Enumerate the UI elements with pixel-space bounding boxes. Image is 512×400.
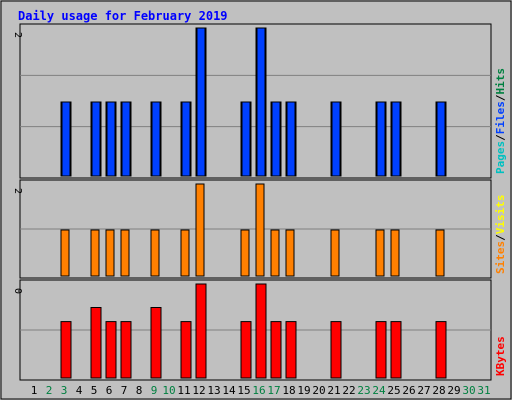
bar-sites-day-21 [330,229,340,277]
panel-kbytes: 0 KBytes [12,279,507,381]
bar-kbytes-day-28 [435,321,447,379]
legend-entry: / [494,134,507,141]
legend-entry: / [494,234,507,241]
bar-files-day-18 [286,101,296,177]
x-tick-label: 30 [462,384,475,397]
chart-title: Daily usage for February 2019 [18,9,228,23]
legend-entry: Pages [494,141,507,174]
panel-max-label: 2 [12,32,23,38]
bar-kbytes-day-9 [150,307,162,379]
bar-kbytes-day-7 [120,321,132,379]
x-tick-label: 26 [402,384,415,397]
panel-legend: Pages/Files/Hits [494,68,507,174]
x-tick-label: 3 [61,384,68,397]
x-tick-label: 12 [192,384,205,397]
x-tick-label: 27 [417,384,430,397]
x-tick-label: 28 [432,384,445,397]
x-tick-label: 19 [297,384,310,397]
bar-kbytes-day-17 [270,321,282,379]
bar-files-day-9 [151,101,161,177]
bar-sites-day-18 [285,229,295,277]
x-tick-label: 29 [447,384,460,397]
bar-files-day-12 [196,27,206,177]
x-tick-label: 7 [121,384,128,397]
bar-files-day-24 [376,101,386,177]
x-tick-label: 17 [267,384,280,397]
x-tick-label: 15 [237,384,250,397]
x-tick-label: 10 [162,384,175,397]
legend-entry: Files [494,101,507,134]
legend-entry: KBytes [494,336,507,376]
legend-entry: / [494,94,507,101]
x-tick-label: 22 [342,384,355,397]
bar-files-day-21 [331,101,341,177]
bar-sites-day-28 [435,229,445,277]
x-tick-label: 1 [31,384,38,397]
bar-files-day-11 [181,101,191,177]
bar-kbytes-day-18 [285,321,297,379]
x-tick-label: 18 [282,384,295,397]
bar-files-day-6 [106,101,116,177]
x-tick-label: 13 [207,384,220,397]
bar-kbytes-day-3 [60,321,72,379]
bar-kbytes-day-21 [330,321,342,379]
bar-sites-day-12 [195,183,205,277]
legend-entry: Visits [494,195,507,235]
bar-kbytes-day-5 [90,307,102,379]
bar-sites-day-11 [180,229,190,277]
panel-max-label: 0 [12,288,23,294]
bar-sites-day-25 [390,229,400,277]
legend-entry: Sites [494,241,507,274]
legend-entry: Hits [494,68,507,95]
bar-kbytes-day-16 [255,283,267,379]
bar-sites-day-5 [90,229,100,277]
x-tick-label: 23 [357,384,370,397]
panel-legend: KBytes [494,336,507,376]
x-tick-label: 4 [76,384,83,397]
bar-kbytes-day-24 [375,321,387,379]
bar-sites-day-7 [120,229,130,277]
x-tick-label: 21 [327,384,340,397]
x-tick-label: 11 [177,384,190,397]
bar-sites-day-24 [375,229,385,277]
bar-sites-day-9 [150,229,160,277]
bar-files-day-15 [241,101,251,177]
bar-files-day-17 [271,101,281,177]
bar-kbytes-day-25 [390,321,402,379]
panel-sites-visits: 2 Sites/Visits [12,179,507,279]
x-tick-label: 16 [252,384,265,397]
bar-sites-day-3 [60,229,70,277]
bar-kbytes-day-15 [240,321,252,379]
x-tick-label: 25 [387,384,400,397]
bar-sites-day-15 [240,229,250,277]
x-tick-label: 5 [91,384,98,397]
x-tick-label: 8 [136,384,143,397]
bar-files-day-5 [91,101,101,177]
bar-files-day-16 [256,27,266,177]
x-tick-label: 2 [46,384,53,397]
x-tick-label: 14 [222,384,236,397]
x-tick-label: 9 [151,384,158,397]
bar-sites-day-6 [105,229,115,277]
x-axis-day-labels: 1 2 3 4 5 6 7 8 9 10 11 12 13 14 15 16 17 18 19 20 21 22 23 24 2… [31,384,491,397]
bar-kbytes-day-11 [180,321,192,379]
bar-files-day-28 [436,101,446,177]
bar-sites-day-16 [255,183,265,277]
bar-files-day-7 [121,101,131,177]
panel-legend: Sites/Visits [494,195,507,275]
x-tick-label: 24 [372,384,386,397]
x-tick-label: 31 [477,384,490,397]
bar-files-day-25 [391,101,401,177]
bar-kbytes-day-6 [105,321,117,379]
x-tick-label: 20 [312,384,325,397]
bar-files-day-3 [61,101,71,177]
bar-sites-day-17 [270,229,280,277]
x-tick-label: 6 [106,384,113,397]
panel-max-label: 2 [12,188,23,194]
bar-kbytes-day-12 [195,283,207,379]
